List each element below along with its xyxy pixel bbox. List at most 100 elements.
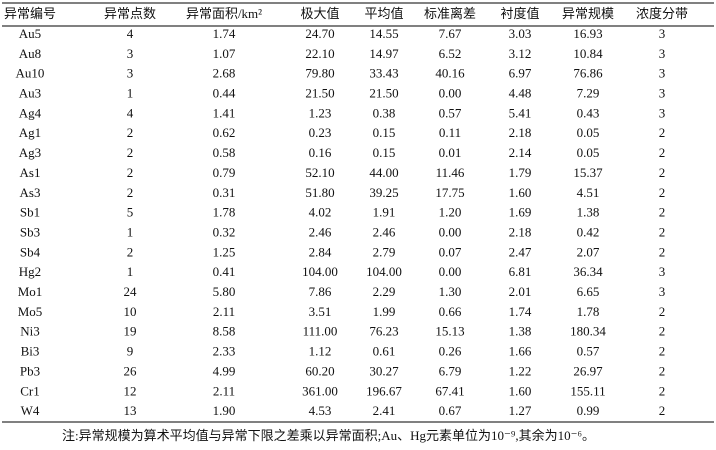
table-cell: 76.86: [573, 66, 603, 81]
table-cell: 79.80: [305, 66, 334, 81]
table-cell: 3: [659, 26, 666, 41]
table-cell: 1.78: [213, 205, 236, 220]
table-cell: 2.68: [213, 66, 236, 81]
table-cell: Mo5: [18, 304, 43, 319]
table-cell: 4: [127, 26, 134, 41]
table-cell: 0.61: [373, 344, 396, 359]
table-cell: 4.99: [213, 363, 236, 378]
table-cell: 39.25: [369, 185, 398, 200]
table-cell: 2.46: [373, 224, 396, 239]
table-cell: Ni3: [20, 324, 40, 339]
table-cell: 0.15: [373, 145, 396, 160]
header-cell: 异常规模: [562, 6, 614, 21]
table-cell: 1: [127, 224, 134, 239]
table-cell: Sb4: [20, 244, 41, 259]
table-cell: 2: [659, 304, 666, 319]
table-cell: 2: [127, 145, 134, 160]
table-cell: 4.53: [309, 403, 332, 418]
table-cell: 67.41: [435, 383, 464, 398]
table-cell: 14.97: [369, 46, 399, 61]
header-cell: 浓度分带: [636, 6, 688, 21]
table-cell: 1.27: [509, 403, 532, 418]
table-cell: 0.44: [213, 86, 236, 101]
table-cell: 2: [127, 165, 134, 180]
table-cell: 2: [659, 363, 666, 378]
table-cell: 1.25: [213, 244, 236, 259]
table-cell: 10: [124, 304, 137, 319]
header-cell: 异常点数: [104, 6, 156, 21]
table-cell: 2.79: [373, 244, 396, 259]
table-cell: 12: [124, 383, 137, 398]
table-cell: Pb3: [20, 363, 40, 378]
table-cell: 2.14: [509, 145, 532, 160]
table-cell: 6.52: [439, 46, 462, 61]
table-cell: Mo1: [18, 284, 43, 299]
table-cell: 4.02: [309, 205, 332, 220]
table-cell: Sb1: [20, 205, 40, 220]
table-cell: 36.34: [573, 264, 603, 279]
table-cell: 2: [659, 145, 666, 160]
table-cell: 0.00: [439, 264, 462, 279]
header-cell: 异常面积/km²: [186, 6, 262, 21]
table-cell: 104.00: [302, 264, 338, 279]
table-cell: W4: [21, 403, 40, 418]
table-cell: 6.65: [577, 284, 600, 299]
table-cell: 0.57: [439, 105, 462, 120]
table-cell: 0.32: [213, 224, 236, 239]
table-cell: 5.80: [213, 284, 236, 299]
table-cell: 33.43: [369, 66, 398, 81]
table-cell: 21.50: [369, 86, 398, 101]
table-cell: 0.66: [439, 304, 462, 319]
table-cell: 7.67: [439, 26, 462, 41]
table-cell: 2: [659, 244, 666, 259]
table-cell: 2: [659, 403, 666, 418]
table-cell: 0.00: [439, 224, 462, 239]
table-cell: 2.84: [309, 244, 332, 259]
table-cell: 104.00: [366, 264, 402, 279]
header-cell: 异常编号: [4, 6, 56, 21]
table-cell: 2.47: [509, 244, 532, 259]
table-cell: Au3: [19, 86, 41, 101]
table-cell: 2: [659, 125, 666, 140]
table-cell: 0.38: [373, 105, 396, 120]
table-cell: Cr1: [20, 383, 40, 398]
table-cell: 40.16: [435, 66, 465, 81]
table-cell: 1.38: [509, 324, 532, 339]
table-cell: 30.27: [369, 363, 399, 378]
table-cell: 0.99: [577, 403, 600, 418]
table-cell: 1.41: [213, 105, 236, 120]
table-cell: Au10: [16, 66, 45, 81]
table-cell: 196.67: [366, 383, 402, 398]
table-cell: 2.18: [509, 224, 532, 239]
table-cell: 2: [659, 383, 666, 398]
table-cell: 3: [659, 46, 666, 61]
table-cell: 0.23: [309, 125, 332, 140]
table-cell: 19: [124, 324, 137, 339]
table-cell: 7.86: [309, 284, 332, 299]
table-cell: 60.20: [305, 363, 334, 378]
table-cell: 0.07: [439, 244, 462, 259]
table-cell: 3: [659, 66, 666, 81]
table-cell: Au8: [19, 46, 41, 61]
table-cell: 2.33: [213, 344, 236, 359]
table-cell: 3.03: [509, 26, 532, 41]
table-cell: 4.51: [577, 185, 600, 200]
table-cell: 3: [659, 284, 666, 299]
table-cell: 1: [127, 86, 134, 101]
table-cell: 0.43: [577, 105, 600, 120]
table-cell: 6.81: [509, 264, 532, 279]
table-cell: 0.62: [213, 125, 236, 140]
table-cell: 17.75: [435, 185, 464, 200]
table-cell: 1.60: [509, 185, 532, 200]
table-cell: 0.31: [213, 185, 236, 200]
table-cell: 0.26: [439, 344, 462, 359]
table-cell: As1: [20, 165, 41, 180]
table-cell: 180.34: [570, 324, 606, 339]
table-cell: 26.97: [573, 363, 603, 378]
table-cell: 6.97: [509, 66, 532, 81]
table-cell: 3: [659, 86, 666, 101]
table-cell: 0.15: [373, 125, 396, 140]
header-cell: 衬度值: [500, 6, 539, 21]
table-cell: 24.70: [305, 26, 334, 41]
